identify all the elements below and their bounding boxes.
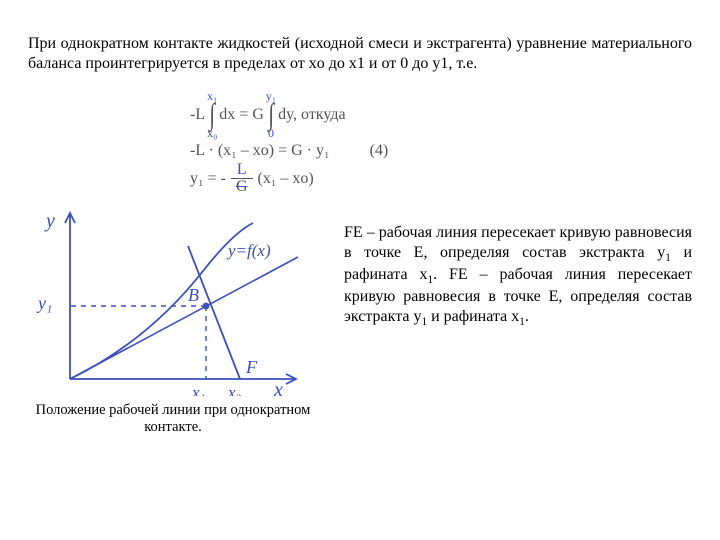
axis-x-label: x bbox=[273, 379, 283, 396]
lower-region: y x y₁ B y=f(x) F x₁ x₀ Положение рабоче… bbox=[28, 201, 692, 437]
eq3-left: y₁ = - bbox=[190, 170, 226, 188]
equation-block: -L x₁ ∫ x₀ dx = G y₁ ∫ 0 dy, откуда -L ·… bbox=[190, 90, 530, 195]
eq1-left: -L bbox=[190, 106, 205, 124]
axis-y-label: y bbox=[44, 210, 55, 232]
intro-paragraph: При однократном контакте жидкостей (исхо… bbox=[28, 34, 692, 74]
graph-svg: y x y₁ B y=f(x) F x₁ x₀ bbox=[28, 201, 318, 396]
right-paragraph: FE – рабочая линия пересекает кривую рав… bbox=[344, 201, 692, 437]
equation-row-1: -L x₁ ∫ x₀ dx = G y₁ ∫ 0 dy, откуда bbox=[190, 90, 530, 140]
eq1-right: dy, откуда bbox=[278, 106, 346, 124]
fraction-den: G bbox=[230, 179, 254, 195]
point-f-label: F bbox=[245, 357, 258, 377]
integral-symbol: ∫ bbox=[268, 103, 274, 127]
intro-text: При однократном контакте жидкостей (исхо… bbox=[28, 35, 692, 72]
y1-label: y₁ bbox=[36, 293, 52, 313]
equation-row-2: -L · (x₁ – xo) = G · y₁ (4) bbox=[190, 142, 530, 160]
eq1-mid: dx = G bbox=[219, 106, 264, 124]
fraction-num: L bbox=[231, 162, 253, 179]
integral-b: y₁ ∫ 0 bbox=[266, 90, 276, 140]
curve-label: y=f(x) bbox=[226, 241, 271, 260]
graph-caption: Положение рабочей линии при однократном … bbox=[28, 402, 318, 437]
graph-box: y x y₁ B y=f(x) F x₁ x₀ Положение рабоче… bbox=[28, 201, 318, 437]
fraction: L G bbox=[230, 162, 254, 195]
integral-symbol: ∫ bbox=[209, 103, 215, 127]
eq2-left: -L · (x₁ – xo) = G · y₁ bbox=[190, 142, 330, 160]
integral-a: x₁ ∫ x₀ bbox=[207, 90, 217, 140]
x1-label: x₁ bbox=[191, 383, 205, 396]
x0-label: x₀ bbox=[227, 383, 242, 396]
equation-row-3: y₁ = - L G (x₁ – xo) bbox=[190, 162, 530, 195]
eq3-right: (x₁ – xo) bbox=[258, 170, 314, 188]
point-b-label: B bbox=[188, 285, 199, 305]
eq2-number: (4) bbox=[370, 142, 389, 160]
